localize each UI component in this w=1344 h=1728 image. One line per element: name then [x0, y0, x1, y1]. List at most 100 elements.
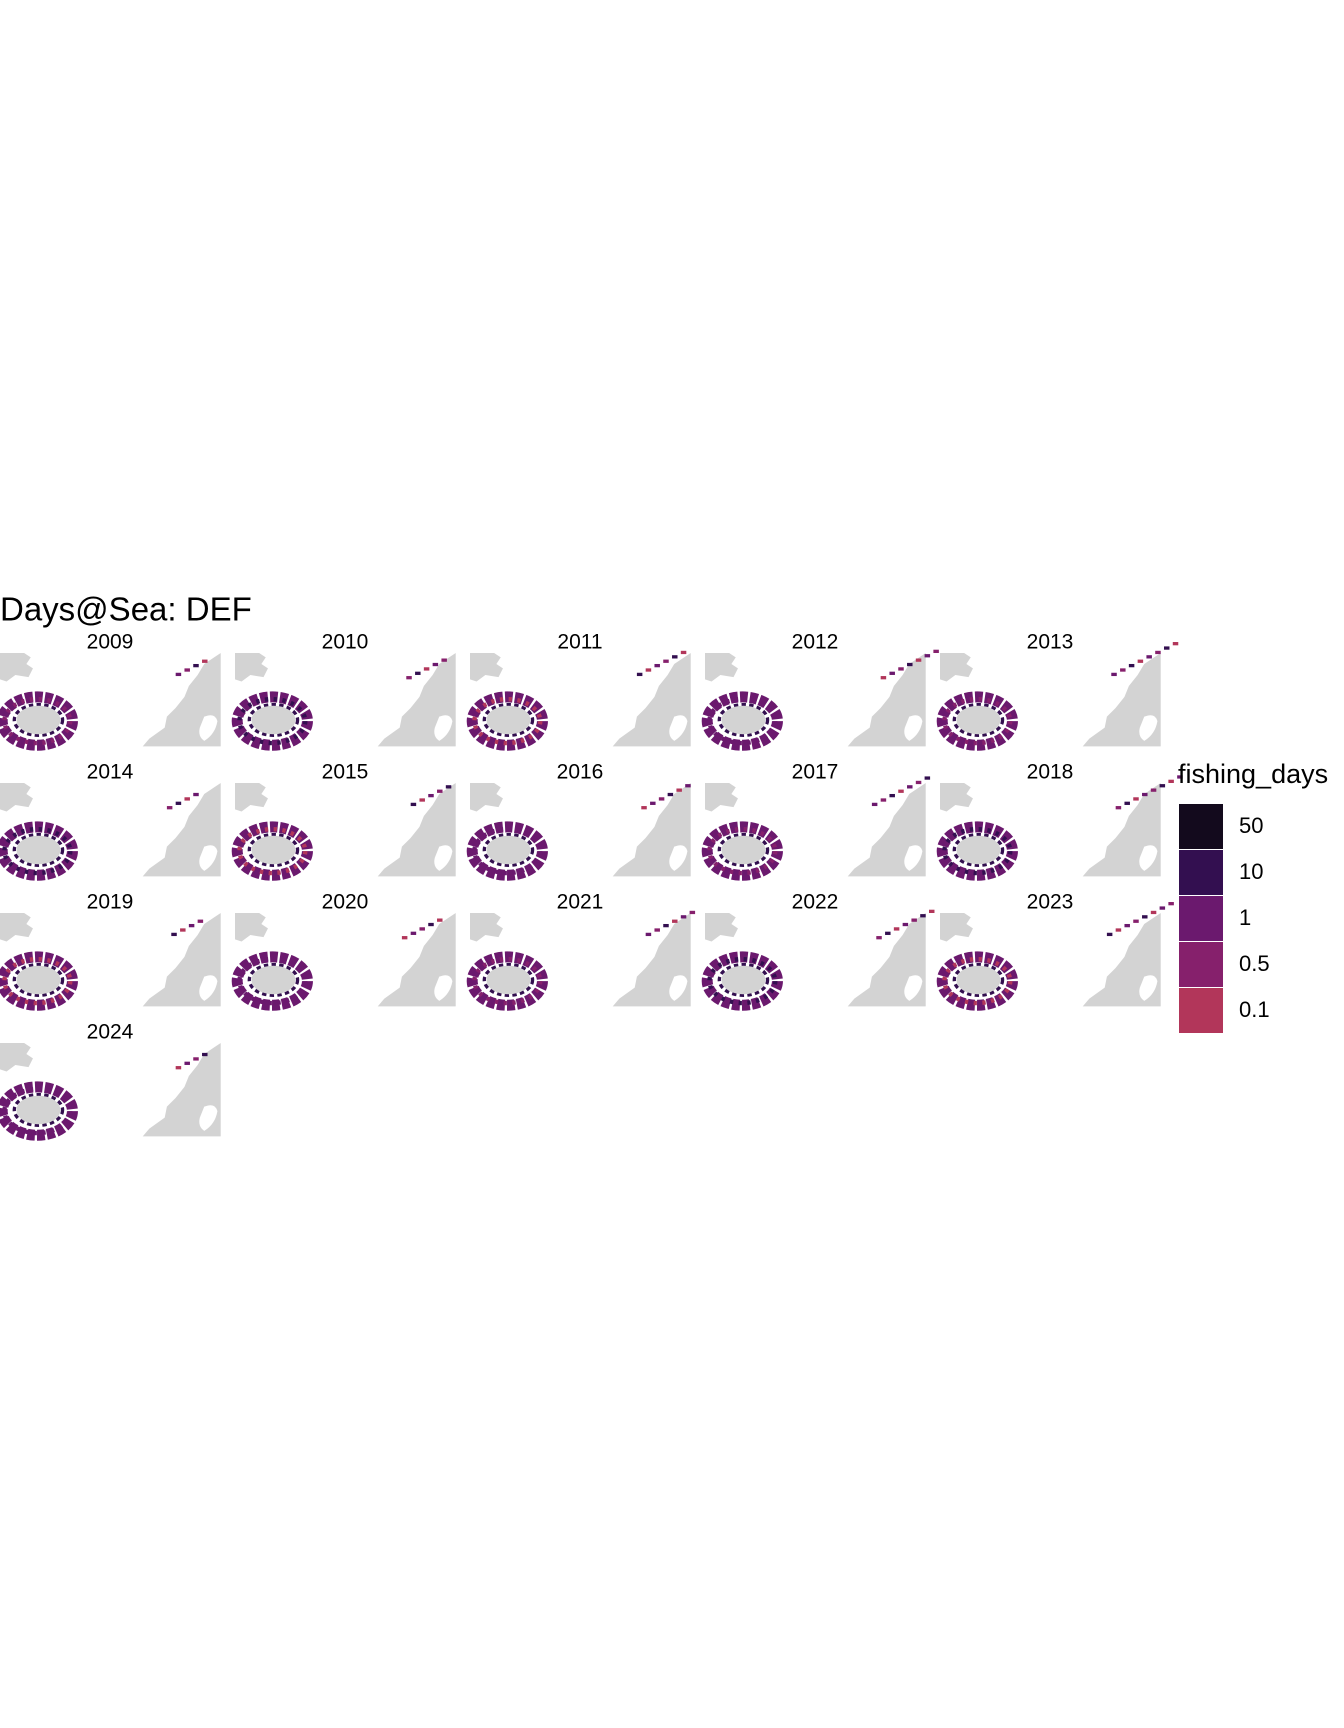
- ring: [12, 832, 65, 867]
- legend-label: 10: [1239, 859, 1263, 884]
- ring: [482, 962, 535, 997]
- island: [956, 965, 1001, 995]
- island: [16, 835, 61, 865]
- fishing-ring: [466, 821, 548, 881]
- patch: [667, 792, 674, 797]
- patch: [432, 662, 439, 667]
- panel-label: 2015: [322, 761, 369, 784]
- water: [904, 975, 923, 1001]
- panel-label: 2020: [322, 891, 369, 914]
- patch: [907, 785, 913, 789]
- land: [377, 653, 456, 747]
- patch: [1150, 910, 1157, 915]
- land: [0, 1043, 33, 1072]
- map-panel: [0, 653, 221, 751]
- map-panel: [0, 913, 221, 1011]
- patch: [175, 1066, 182, 1070]
- land: [0, 913, 33, 942]
- patch: [410, 931, 417, 935]
- patch: [889, 793, 895, 798]
- land: [470, 653, 503, 682]
- patch: [654, 663, 660, 668]
- land: [705, 783, 738, 812]
- map-panel: [466, 650, 691, 751]
- water: [199, 1105, 218, 1131]
- patch: [1128, 663, 1135, 668]
- patch: [1172, 642, 1179, 646]
- fishing-ring: [701, 951, 783, 1011]
- fishing-ring: [936, 951, 1018, 1011]
- land: [940, 653, 973, 682]
- map-panel: [466, 783, 691, 881]
- fishing-ring: [231, 951, 313, 1011]
- land: [235, 653, 268, 682]
- land: [612, 913, 691, 1007]
- patch: [924, 776, 931, 780]
- island: [16, 965, 61, 995]
- fishing-ring: [0, 691, 78, 751]
- patch: [645, 668, 652, 672]
- water: [199, 845, 218, 871]
- patch: [672, 655, 678, 659]
- land: [705, 653, 738, 682]
- patch: [1159, 784, 1166, 788]
- land: [470, 913, 503, 942]
- ring: [717, 702, 770, 737]
- patch: [871, 802, 878, 807]
- patch: [184, 668, 190, 672]
- patch: [1120, 668, 1126, 672]
- patch: [1168, 902, 1174, 906]
- water: [434, 715, 453, 741]
- island: [721, 965, 766, 995]
- patch: [902, 922, 909, 927]
- patch: [898, 789, 904, 793]
- map-panel: [466, 910, 696, 1011]
- island: [486, 705, 531, 735]
- land: [940, 783, 973, 812]
- fishing-ring: [0, 821, 78, 881]
- land: [470, 783, 503, 812]
- fishing-ring: [701, 821, 783, 881]
- patch: [175, 801, 182, 805]
- panel-label: 2012: [792, 631, 839, 654]
- panels: 2009 2010 2011 2012 2013 2014 2015 2016 2017 2018…: [0, 631, 1183, 1141]
- island: [486, 835, 531, 865]
- panel-label: 2018: [1027, 761, 1074, 784]
- land: [142, 913, 221, 1007]
- panel-label: 2010: [322, 631, 369, 654]
- legend: fishing_days 50 10 1 0.5 0.1: [1178, 759, 1328, 1033]
- patch: [658, 797, 665, 801]
- land: [377, 913, 456, 1007]
- island: [721, 705, 766, 735]
- patch: [1111, 672, 1117, 677]
- land: [142, 1043, 221, 1137]
- patch: [193, 792, 199, 797]
- patch: [180, 928, 186, 932]
- panel-label: 2021: [557, 891, 604, 914]
- panel-label: 2013: [1027, 631, 1074, 654]
- water: [904, 845, 923, 871]
- patch: [202, 659, 208, 663]
- patch: [1142, 792, 1148, 797]
- water: [434, 845, 453, 871]
- land: [847, 653, 926, 747]
- land: [705, 913, 738, 942]
- patch: [441, 658, 447, 662]
- ring: [482, 832, 535, 867]
- patch: [175, 672, 182, 677]
- patch: [880, 798, 887, 802]
- fishing-ring: [466, 951, 548, 1011]
- panel-label: 2017: [792, 761, 839, 784]
- island: [251, 835, 296, 865]
- patch: [663, 923, 669, 928]
- patch: [428, 922, 434, 927]
- land: [142, 653, 221, 747]
- panel-label: 2024: [87, 1021, 134, 1044]
- patch: [885, 931, 891, 935]
- patch: [171, 932, 177, 937]
- patch: [1133, 919, 1139, 923]
- land: [847, 783, 926, 877]
- patch: [445, 785, 452, 789]
- title: Days@Sea: DEF: [0, 591, 252, 628]
